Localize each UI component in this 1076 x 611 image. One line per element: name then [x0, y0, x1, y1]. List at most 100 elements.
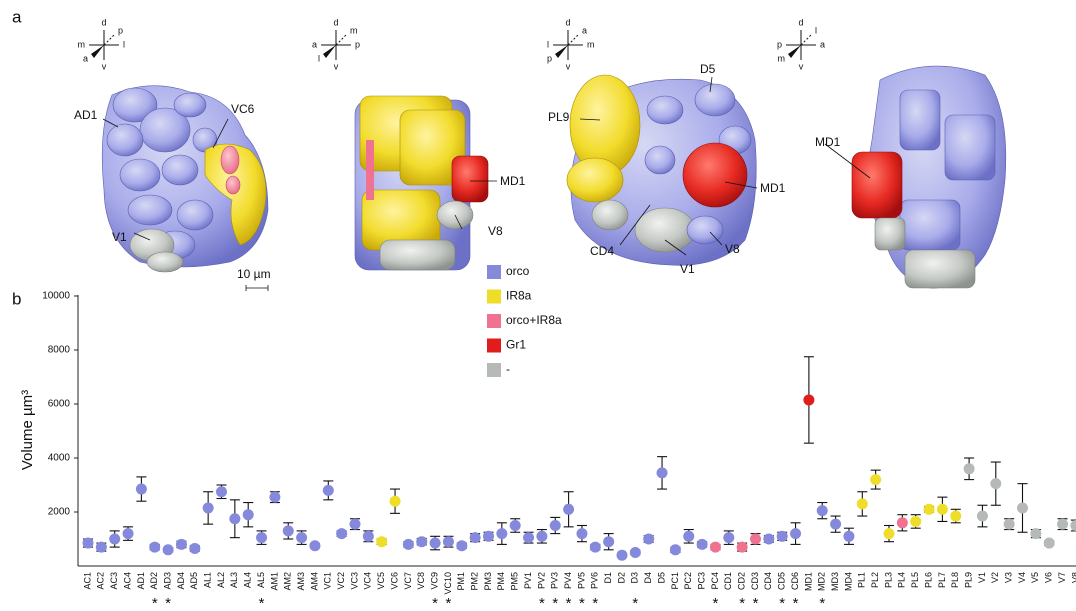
rendering-3 [567, 75, 756, 265]
data-point [416, 536, 427, 547]
data-point [657, 467, 668, 478]
x-tick-label: PC4 [710, 572, 720, 590]
x-tick-label: CD3 [750, 572, 760, 590]
compass-label: d [565, 17, 570, 27]
x-tick-label: PV4 [563, 572, 573, 589]
legend-swatch [487, 339, 501, 353]
x-tick-label: AD2 [149, 572, 159, 590]
x-tick-label: MD4 [843, 572, 853, 591]
significance-mark: * [152, 595, 158, 611]
x-tick-label: VC8 [416, 572, 426, 590]
compass-label: l [123, 39, 125, 49]
data-point [1030, 528, 1041, 539]
legend-swatch [487, 265, 501, 279]
data-point [309, 540, 320, 551]
data-point [683, 531, 694, 542]
data-point [817, 505, 828, 516]
data-point [283, 525, 294, 536]
data-point [950, 511, 961, 522]
data-point [256, 532, 267, 543]
x-tick-label: D5 [656, 572, 666, 584]
structure-label: V1 [112, 230, 127, 244]
compass-axis [568, 34, 579, 45]
x-tick-label: AL5 [256, 572, 266, 588]
data-point [163, 544, 174, 555]
x-tick-label: CD1 [723, 572, 733, 590]
compass-label: m [350, 25, 358, 35]
data-point [483, 531, 494, 542]
x-tick-label: VC4 [363, 572, 373, 590]
data-point [643, 534, 654, 545]
x-tick-label: CD5 [777, 572, 787, 590]
scale-bar-label: 10 µm [237, 267, 271, 281]
legend-label: Gr1 [506, 338, 526, 352]
x-tick-label: VC2 [336, 572, 346, 590]
compass-axis [801, 34, 812, 45]
x-tick-label: VC3 [349, 572, 359, 590]
data-point [550, 520, 561, 531]
x-tick-label: D1 [603, 572, 613, 584]
data-point [576, 528, 587, 539]
data-point [590, 542, 601, 553]
x-tick-label: V4 [1017, 572, 1027, 583]
data-point [83, 538, 94, 549]
structure-label: V8 [488, 224, 503, 238]
compass-label: v [566, 61, 571, 71]
significance-mark: * [739, 595, 745, 611]
data-point [496, 528, 507, 539]
y-tick-label: 2000 [48, 507, 71, 518]
data-point [510, 520, 521, 531]
significance-mark: * [446, 595, 452, 611]
data-point [470, 532, 481, 543]
compass-label: d [333, 17, 338, 27]
data-point [1057, 519, 1068, 530]
x-tick-label: V5 [1030, 572, 1040, 583]
x-tick-label: PL7 [937, 572, 947, 588]
x-tick-label: PM2 [470, 572, 480, 591]
data-point [203, 502, 214, 513]
data-point [763, 534, 774, 545]
significance-mark: * [552, 595, 558, 611]
data-point [269, 492, 280, 503]
significance-mark: * [165, 595, 171, 611]
x-tick-label: D3 [630, 572, 640, 584]
x-tick-label: PL9 [963, 572, 973, 588]
data-point [790, 528, 801, 539]
x-tick-label: PL3 [883, 572, 893, 588]
data-point [603, 536, 614, 547]
x-tick-label: D2 [616, 572, 626, 584]
legend-swatch [487, 314, 501, 328]
compass-wedge [555, 45, 568, 58]
data-point [1044, 538, 1055, 549]
data-point [176, 539, 187, 550]
compass-axis [104, 34, 115, 45]
significance-mark: * [779, 595, 785, 611]
x-tick-label: V1 [977, 572, 987, 583]
data-point [123, 528, 134, 539]
significance-mark: * [432, 595, 438, 611]
data-point [430, 538, 441, 549]
data-point [390, 496, 401, 507]
structure-label: VC6 [231, 102, 255, 116]
legend-swatch [487, 363, 501, 377]
significance-mark: * [539, 595, 545, 611]
panel-label: b [12, 289, 21, 308]
compass-label: v [102, 61, 107, 71]
compass-label: a [582, 25, 587, 35]
data-point [350, 519, 361, 530]
x-tick-label: PL2 [870, 572, 880, 588]
compass-label: a [83, 53, 88, 63]
compass-wedge [91, 45, 104, 58]
data-point [803, 394, 814, 405]
x-tick-label: AC2 [96, 572, 106, 590]
x-tick-label: AM2 [283, 572, 293, 591]
x-tick-label: PL1 [857, 572, 867, 588]
compass-label: m [778, 53, 786, 63]
data-point [403, 539, 414, 550]
data-point [830, 519, 841, 530]
y-tick-label: 6000 [48, 399, 71, 410]
data-point [697, 539, 708, 550]
data-point [96, 542, 107, 553]
x-tick-label: PC2 [683, 572, 693, 590]
compass-label: a [820, 39, 825, 49]
